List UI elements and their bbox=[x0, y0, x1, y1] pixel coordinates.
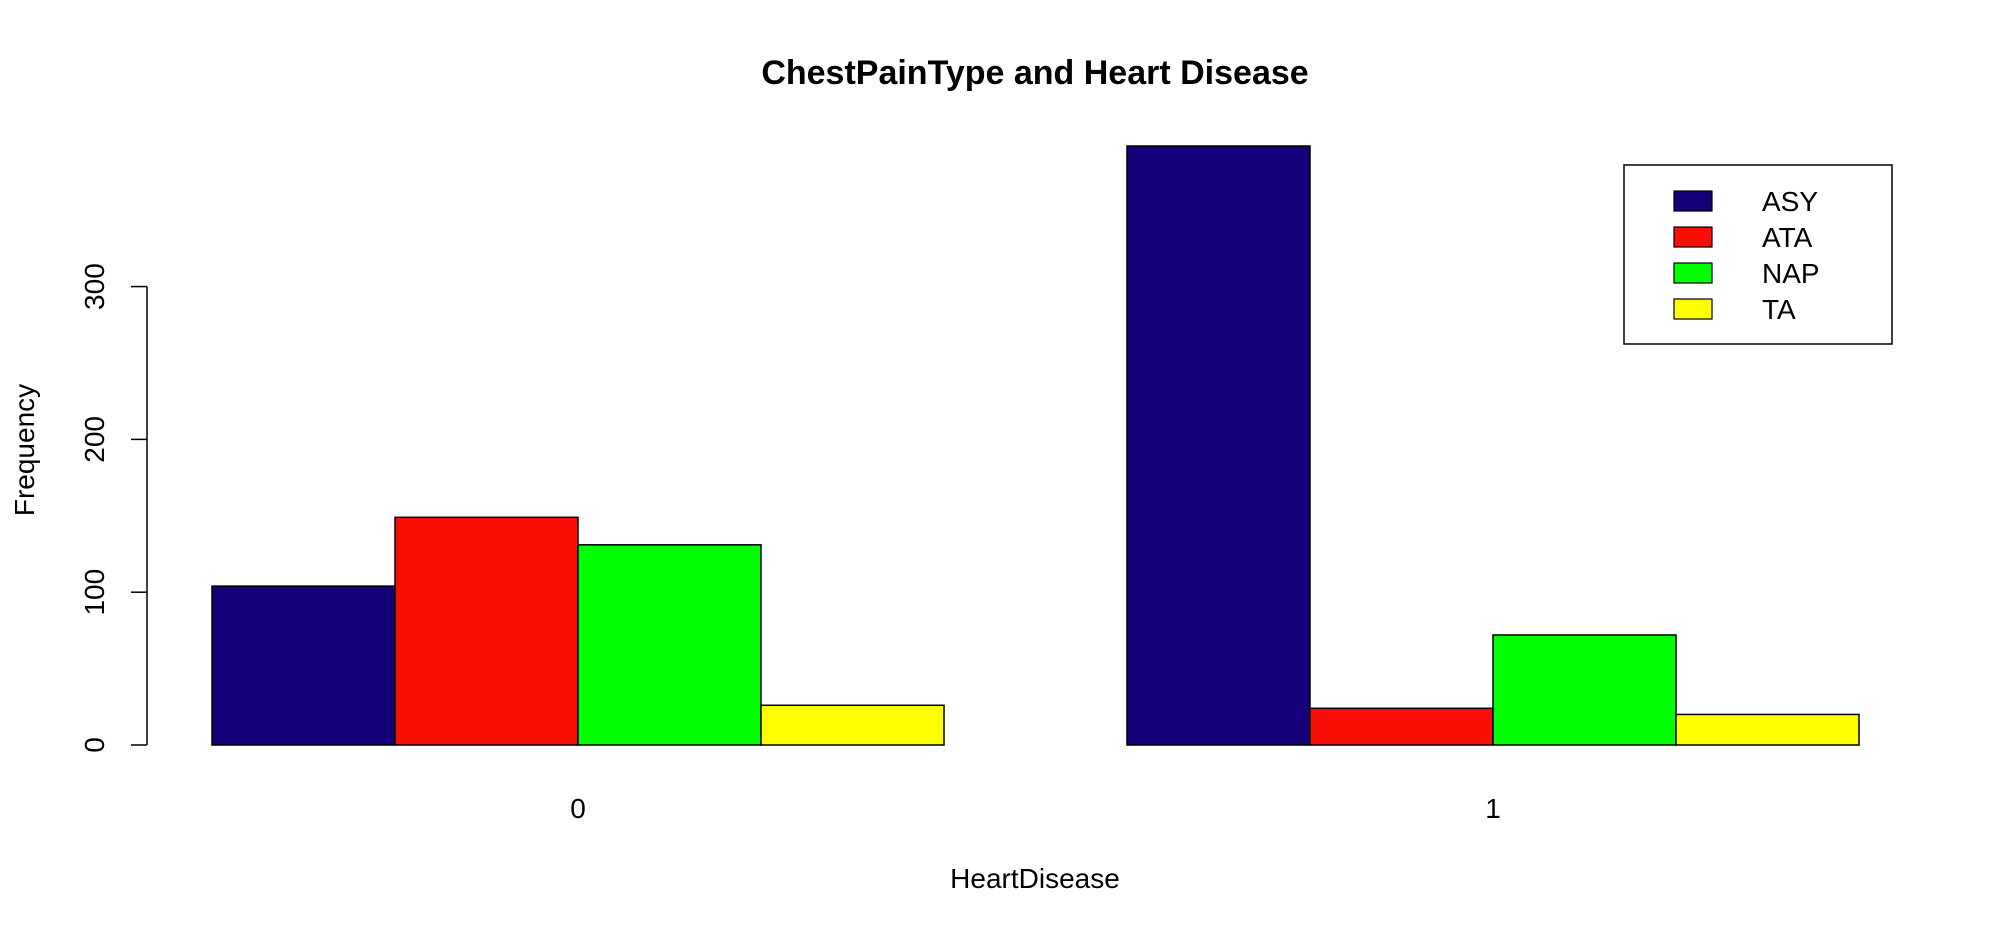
bar-group bbox=[211, 145, 1860, 746]
y-tick-label: 200 bbox=[79, 416, 110, 463]
bar-ata-1 bbox=[1309, 707, 1494, 746]
legend-label-nap: NAP bbox=[1762, 258, 1820, 289]
bar-nap-0 bbox=[577, 544, 762, 746]
legend-swatch-nap bbox=[1673, 262, 1713, 284]
x-tick-label: 1 bbox=[1485, 793, 1501, 824]
legend-swatch-asy bbox=[1673, 190, 1713, 212]
legend-label-ta: TA bbox=[1762, 294, 1796, 325]
bar-asy-0 bbox=[211, 585, 396, 746]
y-tick-label: 100 bbox=[79, 569, 110, 616]
legend-label-asy: ASY bbox=[1762, 186, 1818, 217]
chart-title: ChestPainType and Heart Disease bbox=[761, 54, 1308, 92]
y-axis: 0 100 200 300 bbox=[79, 263, 148, 753]
legend-swatch-ata bbox=[1673, 226, 1713, 248]
x-axis-label: HeartDisease bbox=[950, 863, 1120, 894]
legend-swatch-ta bbox=[1673, 298, 1713, 320]
bar-nap-1 bbox=[1492, 634, 1677, 746]
y-axis-label: Frequency bbox=[9, 384, 40, 516]
y-tick-label: 0 bbox=[79, 737, 110, 753]
bar-ta-0 bbox=[760, 704, 945, 746]
x-tick-label: 0 bbox=[570, 793, 586, 824]
bar-ta-1 bbox=[1675, 713, 1860, 746]
bar-ata-0 bbox=[394, 516, 579, 746]
y-tick-label: 300 bbox=[79, 263, 110, 310]
legend-label-ata: ATA bbox=[1762, 222, 1813, 253]
bar-asy-1 bbox=[1126, 145, 1311, 746]
legend-box bbox=[1623, 164, 1893, 345]
legend: ASY ATA NAP TA bbox=[1623, 164, 1893, 345]
